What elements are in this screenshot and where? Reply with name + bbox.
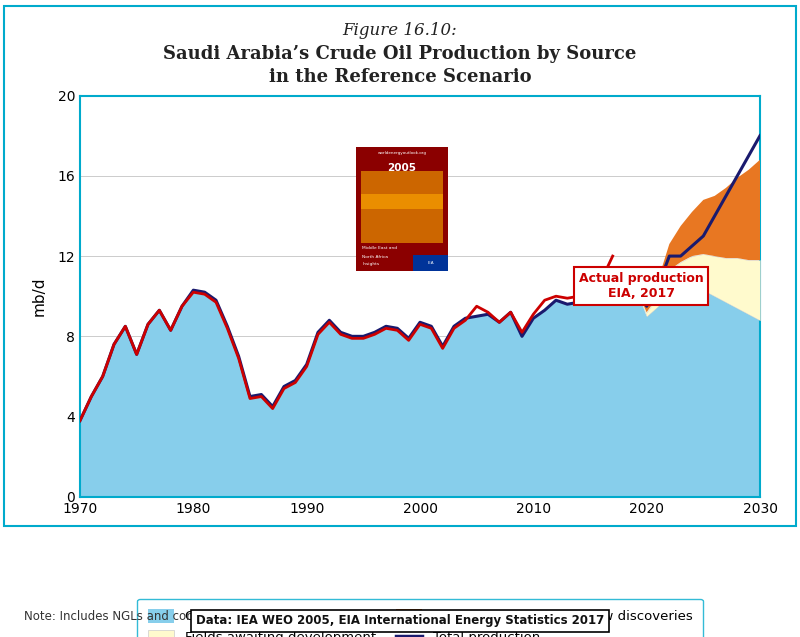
Text: Note: Includes NGLs and condensates.: Note: Includes NGLs and condensates. — [24, 610, 251, 623]
Text: Saudi Arabia’s Crude Oil Production by Source
in the Reference Scenario: Saudi Arabia’s Crude Oil Production by S… — [163, 45, 637, 86]
Bar — [413, 255, 448, 271]
Bar — [361, 171, 443, 243]
Text: worldenergyoutlook.org: worldenergyoutlook.org — [378, 152, 426, 155]
Text: IEA: IEA — [427, 261, 434, 264]
Text: Actual production
EIA, 2017: Actual production EIA, 2017 — [578, 272, 703, 300]
Bar — [361, 194, 443, 209]
Y-axis label: mb/d: mb/d — [31, 276, 46, 316]
Legend: Currently producing fields, Fields awaiting development, Reserve additions and n: Currently producing fields, Fields await… — [137, 599, 703, 637]
Text: Middle East and: Middle East and — [362, 246, 398, 250]
Text: Data: IEA WEO 2005, EIA International Energy Statistics 2017: Data: IEA WEO 2005, EIA International En… — [196, 615, 604, 627]
Text: 2005: 2005 — [387, 162, 417, 173]
Text: Figure 16.10:: Figure 16.10: — [342, 22, 458, 39]
Text: Insights: Insights — [362, 262, 379, 266]
Text: North Africa: North Africa — [362, 255, 389, 259]
